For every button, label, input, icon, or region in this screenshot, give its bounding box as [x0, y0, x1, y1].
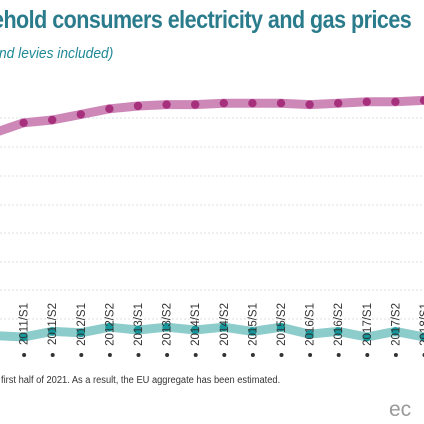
x-tick-label-4: 2012/S2 [104, 303, 116, 346]
series-1-point-8 [219, 323, 228, 332]
grid-lines [0, 117, 424, 320]
x-tick-bullet-11 [308, 353, 313, 357]
series-0-point-9 [248, 99, 257, 108]
series-1-point-4 [105, 323, 114, 332]
series-0-point-3 [76, 110, 86, 119]
series-0-point-2 [48, 115, 57, 125]
series-1-line [0, 322, 424, 342]
x-tick-label-8: 2014/S2 [219, 303, 231, 346]
series-0-point-14 [391, 97, 400, 107]
x-tick-label-14: 2017/S2 [390, 303, 402, 346]
series-0-point-7 [191, 100, 200, 109]
series-0-point-6 [162, 100, 171, 109]
x-tick-label-15: 2018/S1 [419, 303, 424, 346]
x-tick-label-11: 2016/S1 [305, 303, 317, 346]
x-tick-label-6: 2013/S2 [162, 303, 174, 346]
x-tick-bullet-6 [165, 353, 170, 357]
series-1-point-14 [391, 327, 400, 336]
x-tick-bullet-3 [79, 353, 84, 357]
series-0-line [0, 95, 424, 136]
x-tick-label-10: 2015/S2 [276, 303, 288, 346]
series-bands [0, 95, 424, 342]
series-1-point-5 [133, 325, 143, 335]
x-tick-bullet-2 [50, 353, 55, 357]
x-tick-label-5: 2013/S1 [133, 303, 145, 346]
series-1-point-2 [48, 327, 57, 336]
x-tick-bullet-10 [279, 353, 284, 357]
x-tick-label-9: 2015/S1 [247, 303, 259, 346]
footnote: first half of 2021. As a result, the EU … [1, 375, 281, 386]
x-tick-labels: 2010/S2 2011/S1 2011/S2 2012/S1 2012/S2 2013/… [0, 303, 424, 357]
x-tick-bullet-14 [393, 353, 398, 357]
x-tick-bullet-13 [365, 353, 370, 357]
series-0-point-10 [276, 99, 286, 108]
series-1-point-3 [76, 328, 86, 337]
series-1-point-13 [362, 332, 371, 342]
series-0-point-4 [105, 104, 114, 114]
series-1-point-1 [19, 332, 28, 342]
series-1-point-6 [162, 323, 171, 332]
source-logo: ec [389, 398, 412, 421]
series-0-point-1 [19, 118, 28, 128]
x-tick-label-13: 2017/S1 [362, 303, 374, 346]
x-tick-label-7: 2014/S1 [190, 303, 202, 346]
series-0-point-5 [133, 101, 143, 111]
x-tick-label-12: 2016/S2 [333, 303, 345, 346]
x-tick-bullet-12 [336, 353, 341, 357]
series-0-point-13 [362, 97, 371, 107]
series-0-point-8 [219, 99, 228, 108]
x-tick-bullet-9 [250, 353, 255, 357]
chart-subtitle: nd levies included) [0, 45, 114, 62]
x-tick-label-1: 2011/S1 [19, 303, 31, 345]
x-tick-label-3: 2012/S1 [76, 303, 88, 346]
series-1-point-9 [248, 327, 257, 336]
x-tick-label-0: 2010/S2 [0, 303, 2, 346]
series-1-point-7 [191, 325, 200, 335]
series-1-point-10 [276, 323, 286, 332]
series-0-point-12 [334, 99, 343, 108]
chart-title: ehold consumers electricity and gas pric… [0, 6, 412, 34]
x-tick-bullet-1 [22, 353, 27, 357]
x-tick-bullet-5 [136, 353, 141, 357]
x-tick-label-2: 2011/S2 [47, 303, 59, 345]
series-1-point-15 [419, 332, 424, 342]
x-tick-bullet-7 [193, 353, 198, 357]
x-tick-bullet-4 [107, 353, 112, 357]
series-points [19, 96, 424, 342]
series-1-point-12 [334, 327, 343, 336]
series-1-point-11 [305, 330, 314, 339]
series-0-point-11 [305, 100, 314, 109]
x-tick-bullet-8 [222, 353, 227, 357]
series-0-point-15 [419, 96, 424, 105]
